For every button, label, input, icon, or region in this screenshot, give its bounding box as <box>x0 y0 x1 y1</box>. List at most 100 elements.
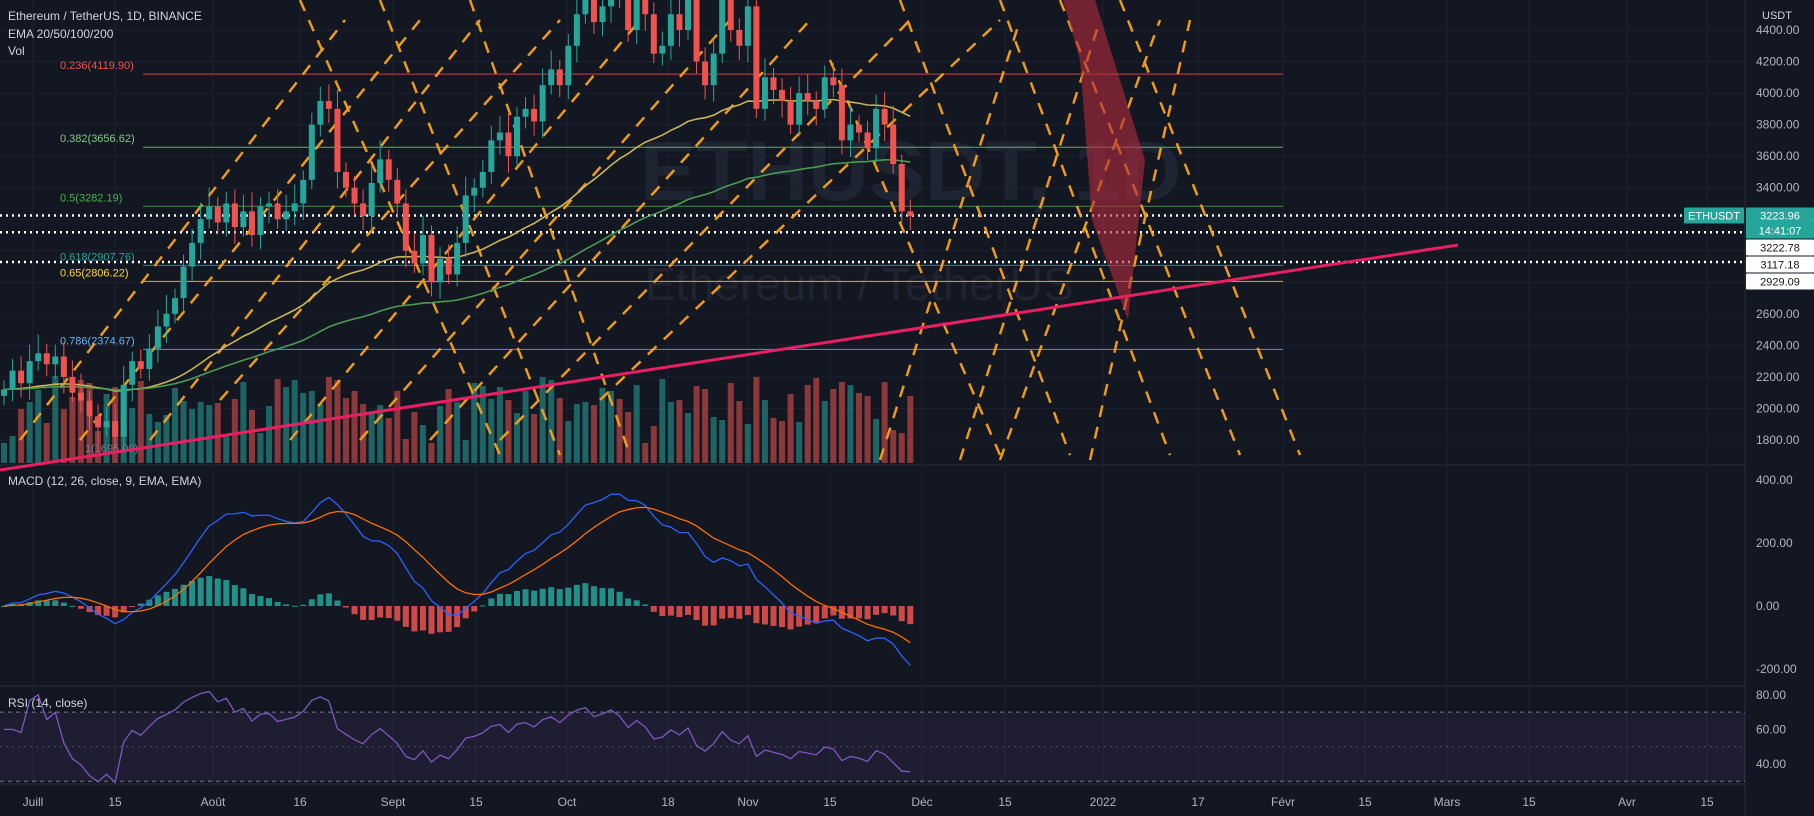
candle-body <box>898 164 905 212</box>
x-tick-label: Déc <box>911 795 932 809</box>
macd-histogram-bar <box>146 599 153 606</box>
volume-bar <box>69 397 76 463</box>
macd-histogram-bar <box>137 603 144 606</box>
macd-histogram-bar <box>787 606 794 630</box>
volume-bar <box>137 381 144 463</box>
pitchfork-line <box>219 19 561 401</box>
rsi-band <box>0 712 1745 782</box>
candle-body <box>77 392 84 401</box>
macd-histogram-bar <box>248 594 255 606</box>
volume-bar <box>445 389 452 463</box>
macd-y-tick: 400.00 <box>1756 473 1793 487</box>
y-tick-label: 4400.00 <box>1756 23 1800 37</box>
candle-body <box>197 219 204 243</box>
volume-bar <box>685 413 691 463</box>
macd-histogram-bar <box>770 606 777 626</box>
candle-body <box>103 421 110 428</box>
candle-body <box>129 361 136 385</box>
candle-body <box>813 100 820 109</box>
macd-histogram-bar <box>112 606 119 618</box>
candle-body <box>317 100 324 125</box>
candle-body <box>334 108 341 172</box>
macd-histogram-bar <box>616 591 623 606</box>
rsi-label: RSI (14, close) <box>8 696 87 710</box>
rsi-line <box>4 690 911 784</box>
volume-bar <box>471 383 478 463</box>
volume-bar <box>667 402 674 463</box>
macd-histogram-bar <box>360 606 367 620</box>
volume-bar <box>676 400 683 463</box>
candle-body <box>719 0 726 54</box>
x-tick-label: Avr <box>1618 795 1636 809</box>
macd-histogram-bar <box>582 583 589 606</box>
volume-bar <box>411 412 418 463</box>
price-line-label: 3222.78 <box>1760 242 1800 254</box>
macd-histogram-bar <box>727 606 734 618</box>
volume-bar <box>334 380 341 463</box>
macd-histogram-bar <box>317 594 324 606</box>
x-tick-label: 15 <box>1700 795 1714 809</box>
volume-bar <box>599 388 606 463</box>
volume-indicator-label[interactable]: Vol <box>8 44 25 58</box>
macd-histogram-bar <box>308 599 315 606</box>
macd-histogram-bar <box>804 606 811 625</box>
macd-histogram-bar <box>676 606 683 618</box>
ema-indicator-label[interactable]: EMA 20/50/100/200 <box>8 27 114 41</box>
volume-bar <box>496 387 503 463</box>
symbol-title[interactable]: Ethereum / TetherUS, 1D, BINANCE <box>8 9 202 23</box>
watermark-name: Ethereum / TetherUS <box>645 258 1074 310</box>
volume-bar <box>821 401 828 463</box>
macd-histogram-bar <box>351 606 358 615</box>
pitchfork-line <box>378 0 562 456</box>
volume-bar <box>394 391 401 463</box>
candle-body <box>154 326 161 349</box>
volume-bar <box>129 408 136 463</box>
x-tick-label: 15 <box>469 795 483 809</box>
macd-histogram-bar <box>437 606 444 633</box>
countdown-label: 14:41:07 <box>1759 225 1802 237</box>
candle-body <box>625 0 632 31</box>
macd-histogram-bar <box>685 606 691 615</box>
macd-histogram-bar <box>753 606 760 624</box>
volume-bar <box>214 403 221 463</box>
candle-body <box>137 361 144 370</box>
candle-body <box>385 159 392 180</box>
macd-histogram-bar <box>659 606 666 617</box>
candle-body <box>796 93 803 125</box>
x-tick-label: 18 <box>661 795 675 809</box>
macd-histogram-bar <box>625 598 632 606</box>
macd-histogram-bar <box>180 584 187 606</box>
macd-histogram-bar <box>548 587 555 606</box>
macd-histogram-bar <box>898 606 905 622</box>
pitchfork-line <box>429 19 811 441</box>
candle-body <box>351 187 358 204</box>
y-tick-label: 2000.00 <box>1756 401 1800 415</box>
candle-body <box>112 421 119 437</box>
y-tick-label: 3400.00 <box>1756 181 1800 195</box>
macd-line <box>3 493 911 666</box>
y-tick-label: 3800.00 <box>1756 118 1800 132</box>
volume-bar <box>582 402 589 463</box>
macd-histogram-bar <box>633 600 640 606</box>
candle-body <box>479 171 486 188</box>
candle-body <box>368 182 375 217</box>
candle-body <box>804 93 811 101</box>
volume-bar <box>753 377 760 463</box>
macd-histogram-bar <box>343 606 349 608</box>
volume-bar <box>830 389 837 463</box>
candle-body <box>146 348 153 370</box>
candle-body <box>830 77 837 86</box>
x-tick-label: 15 <box>1358 795 1372 809</box>
candle-body <box>86 400 93 417</box>
candle-body <box>402 203 409 251</box>
volume-bar <box>710 417 717 463</box>
macd-histogram-bar <box>736 606 743 619</box>
macd-histogram-bar <box>873 606 880 615</box>
price-line-label: 2929.09 <box>1760 276 1800 288</box>
fib-level-label: 0.382(3656.62) <box>60 133 135 145</box>
x-tick-label: 15 <box>823 795 837 809</box>
volume-bar <box>796 422 803 463</box>
candle-body <box>873 108 880 149</box>
candle-body <box>847 124 854 141</box>
